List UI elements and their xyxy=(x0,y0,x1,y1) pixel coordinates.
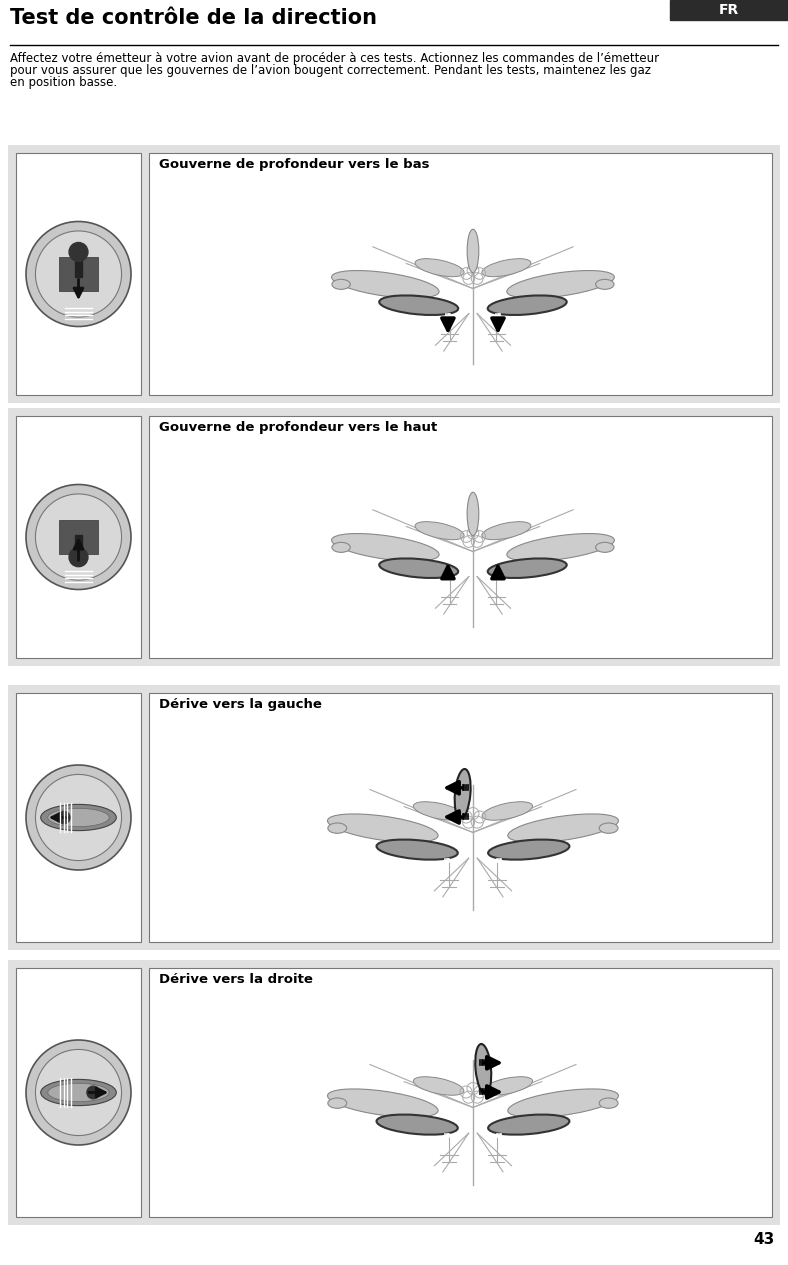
Text: Affectez votre émetteur à votre avion avant de procéder à ces tests. Actionnez l: Affectez votre émetteur à votre avion av… xyxy=(10,52,659,65)
Circle shape xyxy=(35,774,121,860)
Ellipse shape xyxy=(482,802,533,820)
Text: 43: 43 xyxy=(754,1232,775,1247)
Circle shape xyxy=(26,765,131,870)
Ellipse shape xyxy=(332,543,351,553)
Ellipse shape xyxy=(467,492,479,535)
Circle shape xyxy=(58,811,70,824)
Bar xyxy=(8,960,780,1225)
Bar xyxy=(16,153,141,395)
Ellipse shape xyxy=(507,534,615,562)
Ellipse shape xyxy=(328,1089,438,1117)
Ellipse shape xyxy=(414,1077,464,1095)
Circle shape xyxy=(35,493,121,581)
Bar xyxy=(149,968,772,1217)
Bar xyxy=(149,416,772,658)
Ellipse shape xyxy=(488,840,570,860)
Bar xyxy=(59,520,98,554)
Text: FR: FR xyxy=(719,3,739,16)
Ellipse shape xyxy=(414,802,464,820)
Bar xyxy=(75,247,83,277)
Bar xyxy=(670,0,788,20)
Bar xyxy=(59,257,98,291)
Bar xyxy=(8,686,780,950)
Ellipse shape xyxy=(507,271,615,299)
Ellipse shape xyxy=(379,558,458,578)
Ellipse shape xyxy=(481,521,531,540)
Ellipse shape xyxy=(599,1098,618,1108)
Ellipse shape xyxy=(328,1098,347,1108)
Bar xyxy=(75,535,83,564)
Ellipse shape xyxy=(596,543,614,553)
Text: Test de contrôle de la direction: Test de contrôle de la direction xyxy=(10,8,377,28)
Text: Dérive vers la droite: Dérive vers la droite xyxy=(159,973,313,985)
Circle shape xyxy=(35,231,121,318)
Ellipse shape xyxy=(455,769,470,818)
Ellipse shape xyxy=(332,280,351,290)
Bar xyxy=(16,693,141,942)
Ellipse shape xyxy=(415,521,464,540)
Ellipse shape xyxy=(41,1079,117,1106)
Bar xyxy=(8,145,780,404)
Circle shape xyxy=(26,1040,131,1145)
Bar xyxy=(8,409,780,665)
Ellipse shape xyxy=(488,296,567,315)
Text: pour vous assurer que les gouvernes de l’avion bougent correctement. Pendant les: pour vous assurer que les gouvernes de l… xyxy=(10,65,651,77)
Text: en position basse.: en position basse. xyxy=(10,76,117,89)
Ellipse shape xyxy=(507,813,619,842)
Ellipse shape xyxy=(41,805,117,831)
Bar xyxy=(16,416,141,658)
Ellipse shape xyxy=(377,840,458,860)
Circle shape xyxy=(26,221,131,326)
Ellipse shape xyxy=(328,813,438,842)
Circle shape xyxy=(26,484,131,589)
Ellipse shape xyxy=(415,258,464,277)
Circle shape xyxy=(35,1050,121,1136)
Ellipse shape xyxy=(599,824,618,834)
Ellipse shape xyxy=(328,824,347,834)
Ellipse shape xyxy=(482,1077,533,1095)
Ellipse shape xyxy=(475,1044,491,1094)
Ellipse shape xyxy=(467,229,479,273)
Ellipse shape xyxy=(379,296,458,315)
Ellipse shape xyxy=(507,1089,619,1117)
Text: Dérive vers la gauche: Dérive vers la gauche xyxy=(159,698,322,711)
Bar xyxy=(149,693,772,942)
Ellipse shape xyxy=(596,280,614,290)
Ellipse shape xyxy=(377,1114,458,1135)
Ellipse shape xyxy=(48,1083,110,1102)
Ellipse shape xyxy=(488,1114,570,1135)
Text: Gouverne de profondeur vers le bas: Gouverne de profondeur vers le bas xyxy=(159,158,429,171)
Circle shape xyxy=(69,243,88,262)
Bar xyxy=(16,968,141,1217)
Circle shape xyxy=(69,548,88,567)
Ellipse shape xyxy=(48,808,110,827)
Circle shape xyxy=(87,1087,99,1099)
Ellipse shape xyxy=(481,258,531,277)
Ellipse shape xyxy=(332,534,439,562)
Text: Gouverne de profondeur vers le haut: Gouverne de profondeur vers le haut xyxy=(159,421,437,434)
Ellipse shape xyxy=(488,558,567,578)
Ellipse shape xyxy=(332,271,439,299)
Bar xyxy=(149,153,772,395)
